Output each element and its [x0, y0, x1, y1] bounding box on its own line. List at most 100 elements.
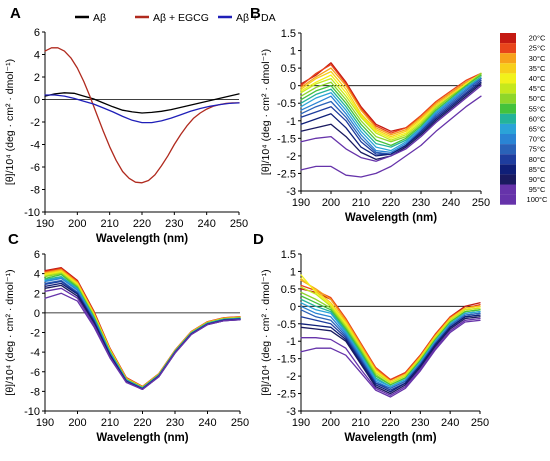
series-line [300, 77, 482, 152]
y-tick-label: 1 [290, 266, 296, 278]
temperature-label: 65°C [529, 125, 546, 134]
x-tick-label: 230 [411, 417, 429, 429]
temperature-legend: 20°C25°C30°C35°C40°C45°C50°C55°C60°C 65°C… [500, 33, 548, 205]
y-tick-label: -1 [286, 336, 296, 348]
y-tick-label: -6 [30, 162, 40, 174]
y-tick-label: -2 [30, 328, 40, 340]
series-line [44, 277, 241, 390]
series-line [300, 74, 482, 147]
series-line [300, 72, 482, 143]
panel-a: A -10 -8 -6 -4 -2 0 2 4 6 190 200 210 220 230 240 250 Wav… [4, 5, 276, 245]
temperature-label: 45°C [529, 84, 546, 93]
x-tick-label: 190 [36, 417, 54, 429]
legend-label: Aβ + EGCG [153, 12, 209, 24]
series-line [300, 81, 482, 157]
x-axis-title: Wavelength (nm) [345, 212, 437, 224]
y-tick-label: 0.5 [281, 284, 296, 296]
y-tick-label: -4 [30, 347, 40, 359]
x-tick-label: 250 [230, 218, 248, 230]
temperature-swatch [500, 83, 516, 94]
x-tick-label: 220 [382, 197, 400, 209]
x-tick-label: 200 [68, 417, 86, 429]
y-tick-label: 6 [34, 27, 40, 39]
y-tick-label: -1.5 [277, 133, 296, 145]
y-tick-label: -8 [30, 386, 40, 398]
series-line [300, 317, 481, 396]
temperature-swatch [500, 43, 516, 54]
y-axis-title: [θ]/10⁴ (deg · cm² · dmol⁻¹) [4, 269, 16, 395]
temperature-label: 100°C [527, 195, 549, 204]
series-line [44, 280, 241, 390]
y-tick-label: -10 [24, 207, 40, 219]
temperature-swatch [500, 123, 516, 134]
temperature-swatch [500, 194, 516, 205]
panel-c: C -10 -8 -6 -4 -2 0 2 4 6 190 200 210 220 230 240 250 Wav… [4, 231, 249, 444]
y-tick-label: 0 [34, 308, 40, 320]
y-tick-label: -6 [30, 367, 40, 379]
y-tick-label: 0.5 [281, 63, 296, 75]
y-tick-label: 4 [34, 50, 40, 62]
y-tick-label: -2.5 [277, 389, 296, 401]
panel-letter: C [8, 231, 19, 248]
x-tick-label: 250 [231, 417, 249, 429]
series-line [300, 77, 482, 154]
x-tick-label: 220 [133, 218, 151, 230]
x-tick-label: 230 [165, 218, 183, 230]
y-tick-label: 1.5 [281, 28, 296, 40]
x-tick-label: 210 [100, 218, 118, 230]
x-tick-label: 190 [292, 197, 310, 209]
series-line [300, 314, 481, 393]
series-line [300, 309, 481, 389]
temperature-swatch [500, 93, 516, 104]
x-axis-title: Wavelength (nm) [96, 233, 188, 245]
panel-letter: B [250, 5, 261, 22]
temperature-label: 60°C [529, 114, 546, 123]
temperature-label: 70°C [529, 135, 546, 144]
series-line [300, 85, 482, 162]
x-axis-title: Wavelength (nm) [344, 432, 436, 444]
x-tick-label: 220 [381, 417, 399, 429]
x-tick-label: 220 [133, 417, 151, 429]
y-axis-title: [θ]/10⁴ (deg · cm² · dmol⁻¹) [4, 59, 16, 185]
temperature-swatch [500, 144, 516, 155]
y-tick-label: -1.5 [277, 354, 296, 366]
x-axis-title: Wavelength (nm) [96, 432, 188, 444]
temperature-label: 35°C [529, 64, 546, 73]
temperature-swatch [500, 33, 516, 44]
y-tick-label: 1.5 [281, 249, 296, 261]
y-tick-label: -2 [286, 371, 296, 383]
y-tick-label: 0 [34, 95, 40, 107]
y-tick-label: -3 [286, 186, 296, 198]
temperature-swatch [500, 63, 516, 74]
panel-b: B -3 -2.5 -2 -1.5 -1 -0.5 0 0.5 1 1.5 190 200 210 220 2… [250, 5, 490, 224]
series-line [300, 284, 481, 381]
temperature-swatch [500, 184, 516, 195]
series-line [44, 271, 241, 389]
x-tick-label: 230 [166, 417, 184, 429]
temperature-swatch [500, 154, 516, 165]
series-line [300, 67, 482, 136]
x-tick-label: 240 [442, 197, 460, 209]
series-line [300, 286, 481, 384]
y-tick-label: -8 [30, 185, 40, 197]
temperature-label: 30°C [529, 54, 546, 63]
temperature-label: 85°C [529, 165, 546, 174]
x-tick-label: 210 [351, 417, 369, 429]
x-tick-label: 200 [322, 197, 340, 209]
temperature-label: 95°C [529, 185, 546, 194]
x-tick-label: 230 [412, 197, 430, 209]
y-tick-label: -2 [30, 117, 40, 129]
y-tick-label: 2 [34, 288, 40, 300]
x-tick-label: 200 [68, 218, 86, 230]
series-line [44, 47, 240, 184]
y-axis-title: [θ]/10⁴ (deg · cm² · dmol⁻¹) [260, 269, 272, 395]
temperature-swatch [500, 53, 516, 64]
temperature-label: 20°C [529, 34, 546, 43]
temperature-label: 55°C [529, 104, 546, 113]
y-tick-label: 2 [34, 72, 40, 84]
panel-letter: D [253, 231, 264, 248]
series-line [44, 94, 240, 124]
y-tick-label: 4 [34, 269, 40, 281]
x-tick-label: 210 [101, 417, 119, 429]
